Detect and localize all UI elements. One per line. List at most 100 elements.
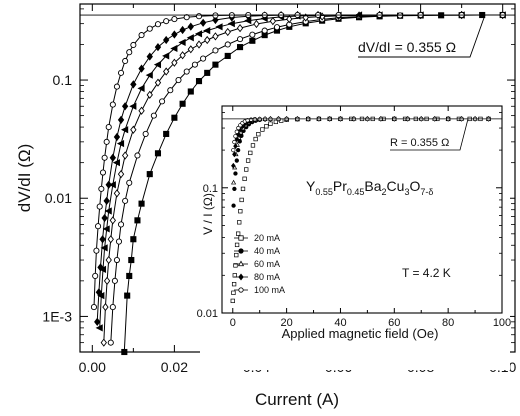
data-point xyxy=(117,115,125,125)
data-point xyxy=(261,27,268,34)
data-point xyxy=(126,272,133,280)
data-point xyxy=(154,150,162,157)
formula-sub-3: 2 xyxy=(382,187,387,197)
data-point xyxy=(146,90,153,99)
data-point xyxy=(249,31,256,38)
data-point xyxy=(179,25,186,35)
data-point xyxy=(187,22,194,31)
data-point xyxy=(191,61,198,68)
inset-data-point xyxy=(233,134,238,139)
data-point xyxy=(195,13,203,20)
data-point xyxy=(94,317,101,326)
inset-data-point xyxy=(237,139,242,144)
data-point xyxy=(236,44,244,51)
data-point xyxy=(97,292,105,300)
data-point xyxy=(134,152,141,159)
formula-sub-5: 7-δ xyxy=(420,187,433,197)
data-point xyxy=(109,153,116,162)
data-point xyxy=(236,36,244,43)
inset-data-point xyxy=(244,167,249,172)
data-point xyxy=(162,52,170,60)
data-point xyxy=(96,203,103,210)
y-tick-label: 0.01 xyxy=(45,190,72,206)
data-point xyxy=(171,16,178,23)
data-point xyxy=(186,34,194,42)
data-point xyxy=(113,256,120,264)
data-point xyxy=(187,88,194,95)
main-y-axis-title: dV/dI (Ω) xyxy=(15,144,34,212)
data-point xyxy=(109,304,116,311)
data-point xyxy=(249,37,256,44)
data-point xyxy=(215,23,223,31)
data-point xyxy=(142,130,149,137)
data-point xyxy=(102,302,109,312)
data-point xyxy=(100,244,108,252)
data-point xyxy=(93,247,100,254)
inset-data-point xyxy=(273,119,278,125)
inset-data-point xyxy=(256,132,261,137)
legend-marker xyxy=(238,287,244,293)
inset-data-point xyxy=(230,298,235,304)
data-point xyxy=(146,171,153,178)
data-point xyxy=(146,52,153,61)
data-point xyxy=(224,27,231,37)
formula-sub-2: 0.45 xyxy=(347,187,365,197)
inset-data-point xyxy=(248,117,254,122)
data-point xyxy=(204,69,211,76)
inset-x-tick-label: 80 xyxy=(442,317,454,329)
data-point xyxy=(105,124,112,131)
data-point xyxy=(117,169,125,179)
inset-y-tick-label: 0.1 xyxy=(203,183,218,195)
data-point xyxy=(111,277,118,284)
data-point xyxy=(154,78,162,87)
data-point xyxy=(101,213,108,223)
inset-data-point xyxy=(231,147,236,153)
data-point xyxy=(124,292,131,299)
inset-x-tick-label: 60 xyxy=(388,317,400,329)
inset-data-point xyxy=(240,186,246,192)
legend-label: 60 mA xyxy=(254,259,280,269)
data-point xyxy=(178,38,186,47)
data-point xyxy=(167,87,174,94)
data-point xyxy=(113,189,121,198)
data-point xyxy=(200,55,207,62)
data-point xyxy=(163,130,170,137)
data-point xyxy=(286,14,293,24)
formula-sub-4: 3 xyxy=(404,187,409,197)
data-point xyxy=(134,217,141,224)
inset-x-tick-label: 40 xyxy=(334,317,346,329)
inset-data-point xyxy=(232,151,237,158)
inset-data-point xyxy=(248,150,253,156)
inset-data-point xyxy=(232,139,237,145)
data-point xyxy=(194,30,203,38)
data-point xyxy=(302,13,309,22)
inset-x-tick-label: 0 xyxy=(230,317,236,329)
data-point xyxy=(171,30,178,39)
inset-data-point xyxy=(231,179,237,185)
inset-data-point xyxy=(231,162,236,169)
data-point xyxy=(103,276,111,285)
data-point xyxy=(175,76,182,84)
data-point xyxy=(117,221,125,228)
data-point xyxy=(115,238,123,245)
data-point xyxy=(108,181,116,189)
main-reference-label: dV/dI = 0.355 Ω xyxy=(358,39,456,55)
inset-temperature: T = 4.2 K xyxy=(402,266,451,280)
inset-data-point xyxy=(236,231,241,236)
legend-marker xyxy=(237,260,245,267)
data-point xyxy=(126,49,133,56)
data-point xyxy=(107,235,114,244)
inset-axes-ticks: 0 20 40 60 80 100 0.01 0.1 xyxy=(197,106,511,329)
data-point xyxy=(203,27,211,35)
inset-data-point xyxy=(231,290,236,295)
inset-data-point xyxy=(260,127,265,132)
inset-data-point xyxy=(268,121,273,126)
inset-data-point xyxy=(234,242,240,248)
data-point xyxy=(113,83,120,90)
inset-data-point xyxy=(233,263,238,268)
data-point xyxy=(130,125,137,134)
formula-pr: Pr xyxy=(333,178,347,194)
data-point xyxy=(138,200,145,207)
data-point xyxy=(107,339,114,346)
data-point xyxy=(199,18,207,27)
